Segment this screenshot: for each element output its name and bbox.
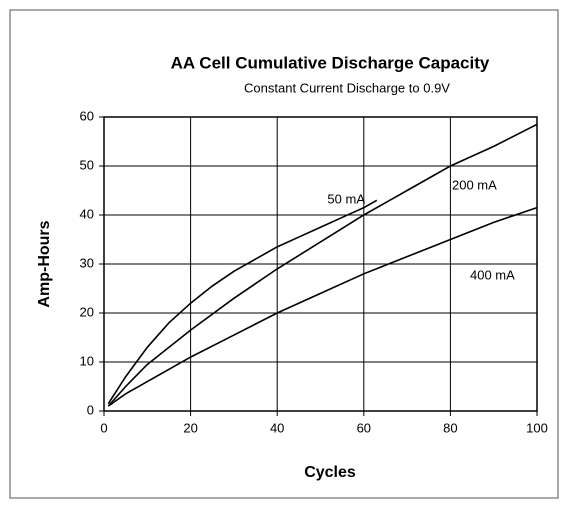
x-tick-label: 100 bbox=[526, 420, 548, 435]
series-line bbox=[107, 206, 538, 407]
x-axis-label: Cycles bbox=[304, 464, 356, 481]
x-tick-label: 80 bbox=[443, 420, 457, 435]
x-tick-label: 60 bbox=[357, 420, 371, 435]
frame bbox=[9, 9, 559, 499]
chart-title: AA Cell Cumulative Discharge Capacity bbox=[171, 53, 490, 72]
series-label: 50 mA bbox=[327, 191, 365, 206]
plot-border bbox=[103, 116, 538, 412]
x-tick-label: 0 bbox=[100, 420, 107, 435]
y-tick-label: 60 bbox=[80, 108, 94, 123]
y-tick-label: 50 bbox=[80, 157, 94, 172]
y-tick-label: 10 bbox=[80, 353, 94, 368]
y-axis-label: Amp-Hours bbox=[36, 220, 53, 307]
y-tick-label: 40 bbox=[80, 206, 94, 221]
series-label: 400 mA bbox=[470, 267, 515, 282]
series-label: 200 mA bbox=[452, 177, 497, 192]
y-tick-label: 0 bbox=[87, 402, 94, 417]
series-line bbox=[107, 123, 538, 407]
y-tick-label: 30 bbox=[80, 255, 94, 270]
series-line bbox=[107, 199, 378, 405]
y-tick-label: 20 bbox=[80, 304, 94, 319]
chart-subtitle: Constant Current Discharge to 0.9V bbox=[244, 80, 450, 95]
x-tick-label: 40 bbox=[270, 420, 284, 435]
x-tick-label: 20 bbox=[183, 420, 197, 435]
